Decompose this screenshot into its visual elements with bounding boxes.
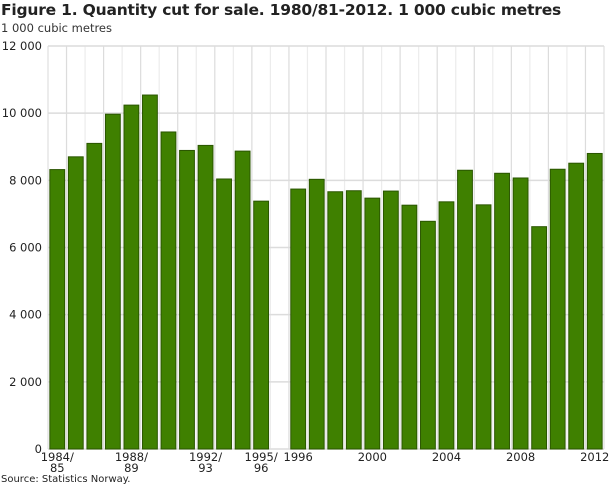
bar-1985/86 bbox=[67, 156, 84, 450]
bar-2003 bbox=[420, 220, 436, 450]
y-tick-label: 12 000 bbox=[2, 39, 42, 53]
bar-1990/91 bbox=[160, 131, 177, 450]
bar-1992/93 bbox=[197, 144, 214, 450]
bar-1988/89 bbox=[123, 104, 140, 450]
x-tick-label: 1995/ bbox=[245, 450, 278, 464]
x-tick-label: 1984/ bbox=[41, 450, 74, 464]
y-tick-label: 6 000 bbox=[9, 241, 42, 255]
source-note: Source: Statistics Norway. bbox=[1, 474, 131, 485]
bar-series bbox=[49, 94, 603, 450]
bar-1994/95 bbox=[234, 150, 251, 450]
bar-2009 bbox=[531, 226, 548, 450]
bar-2000 bbox=[364, 197, 381, 450]
x-tick-label: 2000 bbox=[358, 450, 387, 464]
y-axis: 0 2 000 4 000 6 000 8 000 10 000 12 000 bbox=[2, 39, 42, 456]
x-tick-label: 2004 bbox=[432, 450, 461, 464]
bar-1999 bbox=[345, 190, 362, 450]
bar-2002 bbox=[401, 204, 418, 450]
x-tick-label: 2008 bbox=[506, 450, 535, 464]
y-tick-label: 8 000 bbox=[9, 173, 42, 187]
bar-1997 bbox=[308, 178, 325, 450]
bar-2010 bbox=[549, 168, 566, 450]
y-tick-label: 4 000 bbox=[9, 308, 42, 322]
x-tick-label: 2012 bbox=[580, 450, 609, 464]
bar-2005 bbox=[457, 169, 473, 450]
x-tick-label: 96 bbox=[254, 461, 269, 475]
bar-2001 bbox=[382, 190, 399, 450]
bar-1987/88 bbox=[104, 113, 121, 450]
bar-2007 bbox=[494, 172, 510, 450]
x-tick-label: 89 bbox=[124, 461, 139, 475]
x-axis: 1984/85 1988/89 1992/93 1995/96 1996 2000 2004… bbox=[41, 450, 610, 475]
y-tick-label: 10 000 bbox=[2, 106, 42, 120]
y-tick-label: 0 bbox=[35, 442, 42, 456]
bar-2004 bbox=[438, 201, 455, 450]
y-tick-label: 2 000 bbox=[9, 375, 42, 389]
chart-title: Figure 1. Quantity cut for sale. 1980/81… bbox=[1, 1, 562, 19]
bar-1996 bbox=[290, 188, 307, 450]
x-tick-label: 1992/ bbox=[189, 450, 222, 464]
bar-2011 bbox=[568, 162, 585, 450]
bar-1989/90 bbox=[142, 94, 158, 450]
bar-2012 bbox=[586, 152, 603, 450]
bar-1991/92 bbox=[179, 149, 195, 450]
bar-1998 bbox=[327, 191, 344, 450]
x-tick-label: 93 bbox=[198, 461, 213, 475]
bar-1995/96 bbox=[253, 200, 270, 450]
grid-lines bbox=[47, 45, 605, 450]
bar-2008 bbox=[512, 177, 529, 450]
x-tick-label: 1988/ bbox=[115, 450, 148, 464]
bar-2006 bbox=[475, 204, 492, 450]
y-axis-unit-label: 1 000 cubic metres bbox=[1, 21, 112, 35]
x-tick-label: 1996 bbox=[284, 450, 313, 464]
bar-1986/87 bbox=[86, 142, 103, 450]
bar-1984/85 bbox=[49, 169, 66, 450]
x-tick-label: 85 bbox=[50, 461, 65, 475]
bar-1993/94 bbox=[216, 178, 232, 450]
